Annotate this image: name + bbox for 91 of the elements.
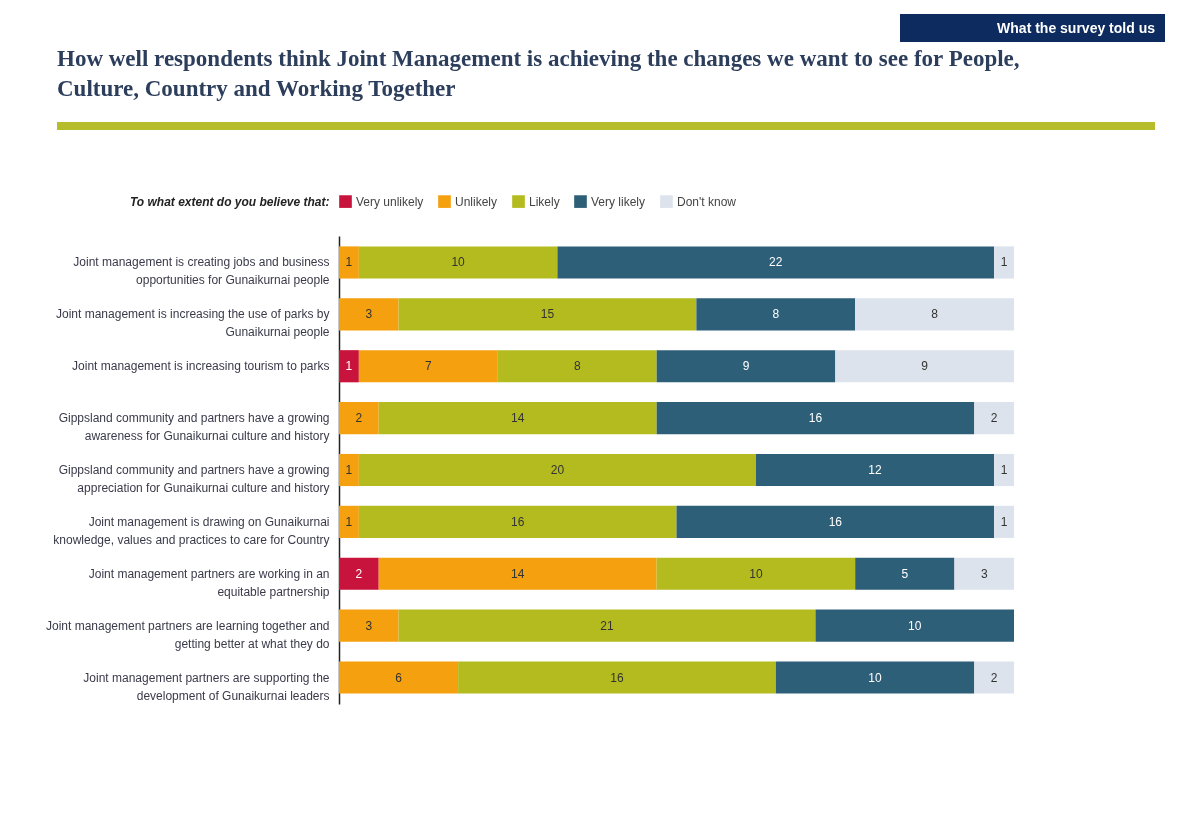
legend-label: Very likely — [591, 194, 646, 209]
data-label: 5 — [901, 566, 909, 581]
y-tick-label: Joint management is drawing on Gunaikurnai knowledge, values and practices to care for Country — [53, 514, 330, 547]
data-label: 14 — [511, 566, 525, 581]
text: What the survey told us — [900, 14, 1165, 42]
bar — [358, 505, 677, 538]
bar — [358, 453, 756, 487]
bar — [775, 661, 975, 694]
legend-label: Very unlikely — [356, 194, 424, 209]
data-label: 7 — [424, 359, 432, 374]
y-tick-label: Joint management is increasing the use of parks by Gunaikurnai people — [56, 307, 330, 340]
y-tick-label: Joint management partners are supporting the development of Gunaikurnai leaders — [83, 670, 330, 703]
data-label: 1 — [345, 359, 353, 374]
data-label: 16 — [828, 514, 843, 529]
data-label: 10 — [868, 670, 883, 685]
data-label: 22 — [769, 255, 783, 270]
y-tick-label: Joint management partners are learning together and getting better at what they do — [45, 618, 330, 651]
bar — [398, 298, 697, 331]
data-label: 1 — [1000, 255, 1008, 270]
data-label: 1 — [345, 255, 353, 270]
data-label: 1 — [1000, 514, 1008, 529]
bar — [398, 609, 816, 642]
legend-label: Likely — [529, 194, 560, 209]
data-label: 1 — [345, 514, 353, 529]
bar — [497, 350, 657, 383]
bar — [339, 402, 379, 435]
chart-title: How well respondents think Joint Management is achieving the changes we want to see for People, Culture, Country and Working Together — [57, 45, 1021, 103]
bar — [656, 402, 975, 435]
y-tick-label: Joint management is increasing tourism to parks — [72, 359, 330, 374]
y-tick-label: Gippsland community and partners have a growing appreciation for Gunaikurnai culture and history — [58, 463, 330, 495]
bar — [855, 298, 1014, 331]
bar — [358, 246, 558, 279]
data-label: 8 — [772, 307, 780, 322]
bar — [339, 246, 359, 279]
bar — [994, 453, 1014, 487]
data-label: 21 — [600, 618, 615, 633]
bar — [974, 661, 1014, 694]
bar — [339, 453, 359, 487]
bar — [656, 557, 856, 590]
data-label: 8 — [931, 307, 939, 322]
data-label: 14 — [511, 411, 525, 426]
y-tick-label: Joint management is creating jobs and business opportunities for Gunaikurnai people — [73, 255, 330, 288]
bar — [974, 402, 1014, 435]
bar — [855, 557, 955, 590]
data-label: 9 — [742, 359, 750, 374]
legend-label: Don't know — [677, 194, 737, 209]
data-label: 3 — [980, 566, 988, 581]
bar — [339, 350, 359, 383]
bar — [339, 298, 399, 331]
bar — [458, 661, 776, 694]
data-label: 16 — [808, 411, 823, 426]
data-label: 2 — [355, 566, 363, 581]
bar — [994, 505, 1014, 538]
bar — [339, 505, 359, 538]
legend-label: Unlikely — [455, 194, 498, 209]
bar — [656, 350, 836, 383]
data-label: 15 — [540, 307, 555, 322]
data-label: 2 — [990, 670, 998, 685]
y-tick-label: Joint management partners are working in an equitable partnership — [88, 566, 330, 599]
data-label: 9 — [921, 359, 929, 374]
bar — [557, 246, 995, 279]
y-axis-title: To what extent do you believe that: — [129, 194, 330, 209]
y-tick-label: Gippsland community and partners have a growing awareness for Gunaikurnai culture and history — [58, 411, 330, 444]
data-label: 3 — [365, 307, 373, 322]
data-label: 16 — [610, 670, 624, 685]
data-label: 10 — [451, 255, 466, 270]
bar — [358, 350, 498, 383]
bar — [755, 453, 995, 487]
bar — [954, 557, 1014, 590]
bar — [378, 557, 657, 590]
data-label: 12 — [868, 463, 883, 477]
data-label: 1 — [345, 463, 353, 477]
bar — [676, 505, 995, 538]
data-label: 20 — [550, 463, 565, 477]
data-label: 2 — [355, 411, 363, 426]
bar — [339, 557, 379, 590]
data-label: 10 — [908, 618, 922, 633]
bar — [994, 246, 1014, 279]
data-label: 16 — [511, 514, 525, 529]
data-label: 10 — [749, 566, 763, 581]
bar — [696, 298, 856, 331]
data-label: 6 — [395, 670, 403, 685]
bar — [339, 609, 399, 642]
data-label: 1 — [1000, 463, 1008, 477]
bar — [378, 402, 657, 435]
bar — [339, 661, 459, 694]
bar — [815, 609, 1014, 642]
bar — [835, 350, 1014, 383]
data-label: 2 — [990, 411, 998, 426]
data-label: 3 — [365, 618, 373, 633]
data-label: 8 — [573, 359, 581, 374]
